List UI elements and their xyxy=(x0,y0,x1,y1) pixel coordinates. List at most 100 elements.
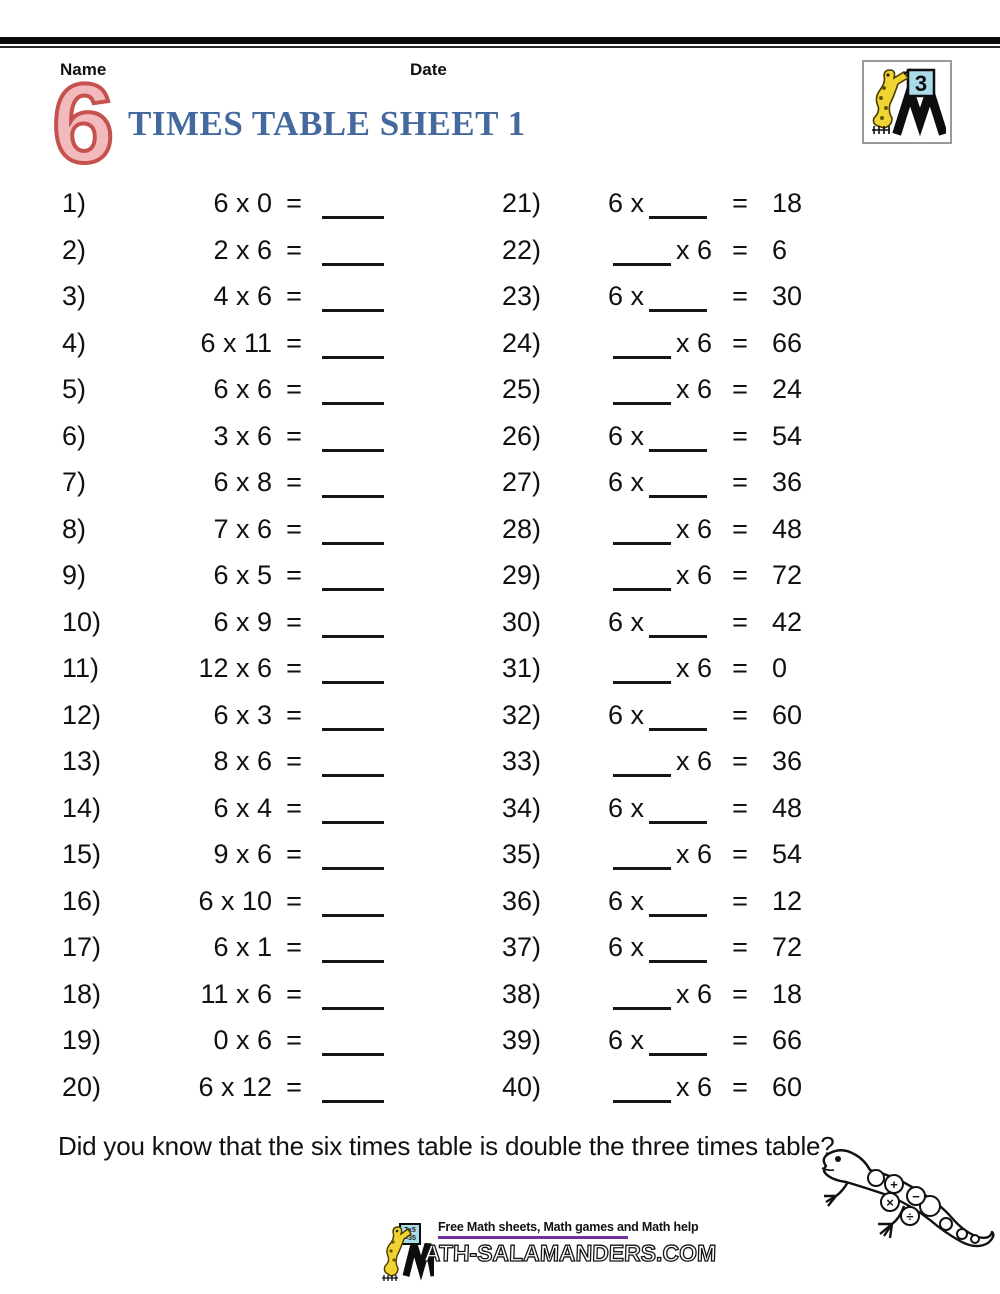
problem-expression: 6 x xyxy=(520,932,712,963)
answer-blank[interactable] xyxy=(612,681,671,684)
equals-sign: = xyxy=(286,932,302,962)
problem-number: 10) xyxy=(62,606,102,637)
answer-value: 36 xyxy=(772,467,803,497)
answer-value: 60 xyxy=(772,699,803,730)
answer-blank[interactable] xyxy=(322,1053,384,1056)
problem-row: 12) 6 x 3 = 32) 6 x = 60 xyxy=(0,694,1000,741)
expression-suffix: x 6 xyxy=(675,653,712,683)
problem-expression: 6 x 3 xyxy=(213,699,272,730)
answer-blank[interactable] xyxy=(322,262,384,266)
name-label: Name xyxy=(60,60,107,79)
problem-number: 28) xyxy=(502,513,542,544)
problem-number: 36) xyxy=(502,885,542,916)
problem-number: 4) xyxy=(62,327,87,358)
problem-expression: 6 x 9 xyxy=(213,606,272,637)
problem-expression: 6 x xyxy=(520,421,712,452)
problem-number: 15) xyxy=(62,839,102,869)
answer-blank[interactable] xyxy=(649,913,707,917)
problem-number: 17) xyxy=(62,932,102,962)
answer-blank[interactable] xyxy=(322,355,384,359)
problem-number: 1) xyxy=(62,188,87,218)
problem-expression: 6 x xyxy=(520,793,712,824)
answer-blank[interactable] xyxy=(322,727,384,731)
problem-number: 14) xyxy=(62,792,102,823)
equals-sign: = xyxy=(732,792,748,823)
fact-note: Did you know that the six times table is… xyxy=(58,1131,835,1161)
answer-blank[interactable] xyxy=(649,309,707,312)
problems-grid: 1) 6 x 0 = 21) 6 x = 18 2) 2 x 6 = 22) x 6 = 6 3) 4 x 6… xyxy=(0,182,1000,1112)
problem-row: 11) 12 x 6 = 31) x 6 = 0 xyxy=(0,647,1000,694)
equals-sign: = xyxy=(286,374,302,404)
problem-expression: 6 x 12 xyxy=(198,1071,272,1102)
answer-blank[interactable] xyxy=(612,774,671,777)
answer-blank[interactable] xyxy=(649,727,707,731)
answer-blank[interactable] xyxy=(322,495,384,498)
logo-card-number: 3 xyxy=(915,71,927,96)
equals-sign: = xyxy=(732,839,748,869)
answer-blank[interactable] xyxy=(612,541,671,545)
problem-expression: 6 x xyxy=(520,886,712,917)
problem-expression: 7 x 6 xyxy=(213,513,272,544)
answer-blank[interactable] xyxy=(322,960,384,963)
footer-board-line2: =35 xyxy=(404,1235,416,1242)
equals-sign: = xyxy=(732,1025,748,1055)
math-salamanders-logo: 3 xyxy=(862,60,952,144)
answer-value: 24 xyxy=(772,374,803,404)
answer-value: 66 xyxy=(772,1025,803,1055)
equals-sign: = xyxy=(286,653,302,683)
answer-blank[interactable] xyxy=(322,820,384,824)
footer-purple-rule xyxy=(438,1236,628,1239)
answer-blank[interactable] xyxy=(322,588,384,591)
answer-blank[interactable] xyxy=(649,495,707,498)
answer-blank[interactable] xyxy=(322,774,384,777)
answer-blank[interactable] xyxy=(612,262,671,266)
problem-number: 11) xyxy=(62,653,100,683)
problem-number: 40) xyxy=(502,1071,542,1102)
answer-blank[interactable] xyxy=(322,448,384,452)
problem-number: 26) xyxy=(502,420,542,451)
answer-blank[interactable] xyxy=(612,867,671,870)
footer-tagline: Free Math sheets, Math games and Math he… xyxy=(438,1220,699,1234)
answer-blank[interactable] xyxy=(649,960,707,963)
equals-sign: = xyxy=(286,188,302,218)
answer-blank[interactable] xyxy=(322,681,384,684)
problem-expression: x 6 xyxy=(520,1072,712,1103)
date-label: Date xyxy=(410,60,447,79)
problem-expression: 6 x xyxy=(520,700,712,731)
answer-blank[interactable] xyxy=(612,1006,671,1010)
answer-blank[interactable] xyxy=(612,402,671,405)
answer-blank[interactable] xyxy=(612,355,671,359)
answer-blank[interactable] xyxy=(322,913,384,917)
problem-number: 18) xyxy=(62,978,102,1009)
problem-row: 20) 6 x 12 = 40) x 6 = 60 xyxy=(0,1066,1000,1113)
problem-number: 12) xyxy=(62,699,102,730)
problem-number: 39) xyxy=(502,1025,542,1055)
problem-number: 29) xyxy=(502,560,542,590)
answer-blank[interactable] xyxy=(649,634,707,638)
answer-blank[interactable] xyxy=(322,867,384,870)
problem-expression: x 6 xyxy=(520,979,712,1010)
problem-row: 4) 6 x 11 = 24) x 6 = 66 xyxy=(0,322,1000,369)
problem-expression: 9 x 6 xyxy=(213,839,272,869)
answer-blank[interactable] xyxy=(322,216,384,219)
answer-blank[interactable] xyxy=(649,216,707,219)
answer-blank[interactable] xyxy=(649,1053,707,1056)
equals-sign: = xyxy=(286,885,302,916)
answer-blank[interactable] xyxy=(322,402,384,405)
problem-row: 6) 3 x 6 = 26) 6 x = 54 xyxy=(0,415,1000,462)
answer-blank[interactable] xyxy=(322,541,384,545)
answer-blank[interactable] xyxy=(322,634,384,638)
answer-value: 36 xyxy=(772,746,803,776)
answer-blank[interactable] xyxy=(612,1099,671,1103)
problem-expression: 6 x 1 xyxy=(213,932,272,962)
answer-blank[interactable] xyxy=(612,588,671,591)
equals-sign: = xyxy=(286,746,302,776)
answer-blank[interactable] xyxy=(322,309,384,312)
answer-blank[interactable] xyxy=(649,448,707,452)
problem-expression: 6 x 0 xyxy=(213,188,272,218)
answer-blank[interactable] xyxy=(322,1099,384,1103)
answer-blank[interactable] xyxy=(649,820,707,824)
expression-prefix: 6 x xyxy=(607,188,644,218)
problem-expression: x 6 xyxy=(520,653,712,684)
answer-blank[interactable] xyxy=(322,1006,384,1010)
